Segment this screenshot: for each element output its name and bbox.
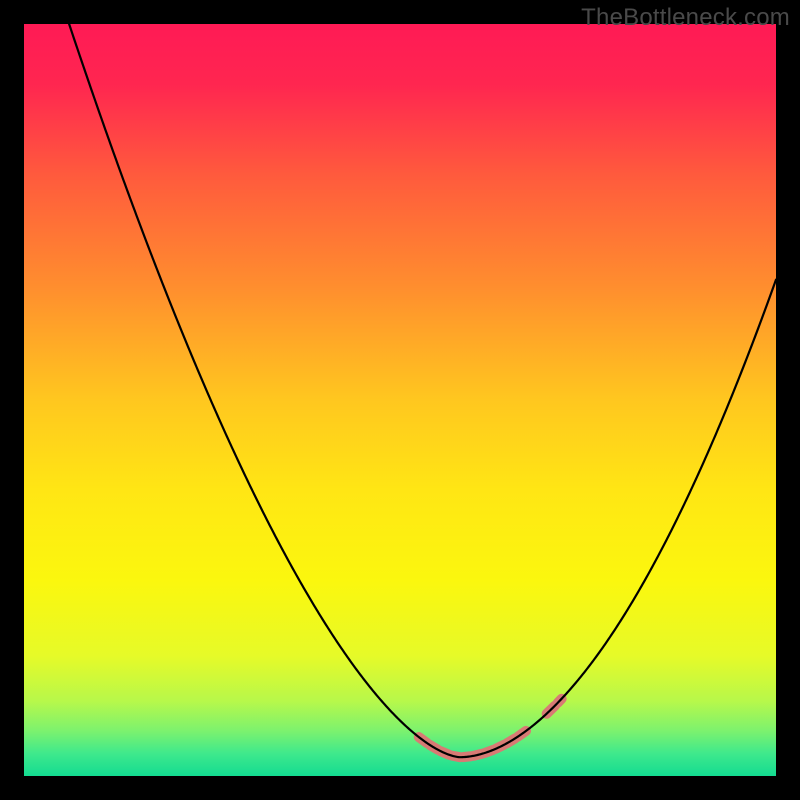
chart-svg [24, 24, 776, 776]
marker-run [419, 731, 526, 757]
plot-area [24, 24, 776, 776]
chart-stage: TheBottleneck.com [0, 0, 800, 800]
bottleneck-curve [69, 24, 776, 757]
watermark-text: TheBottleneck.com [581, 4, 790, 32]
